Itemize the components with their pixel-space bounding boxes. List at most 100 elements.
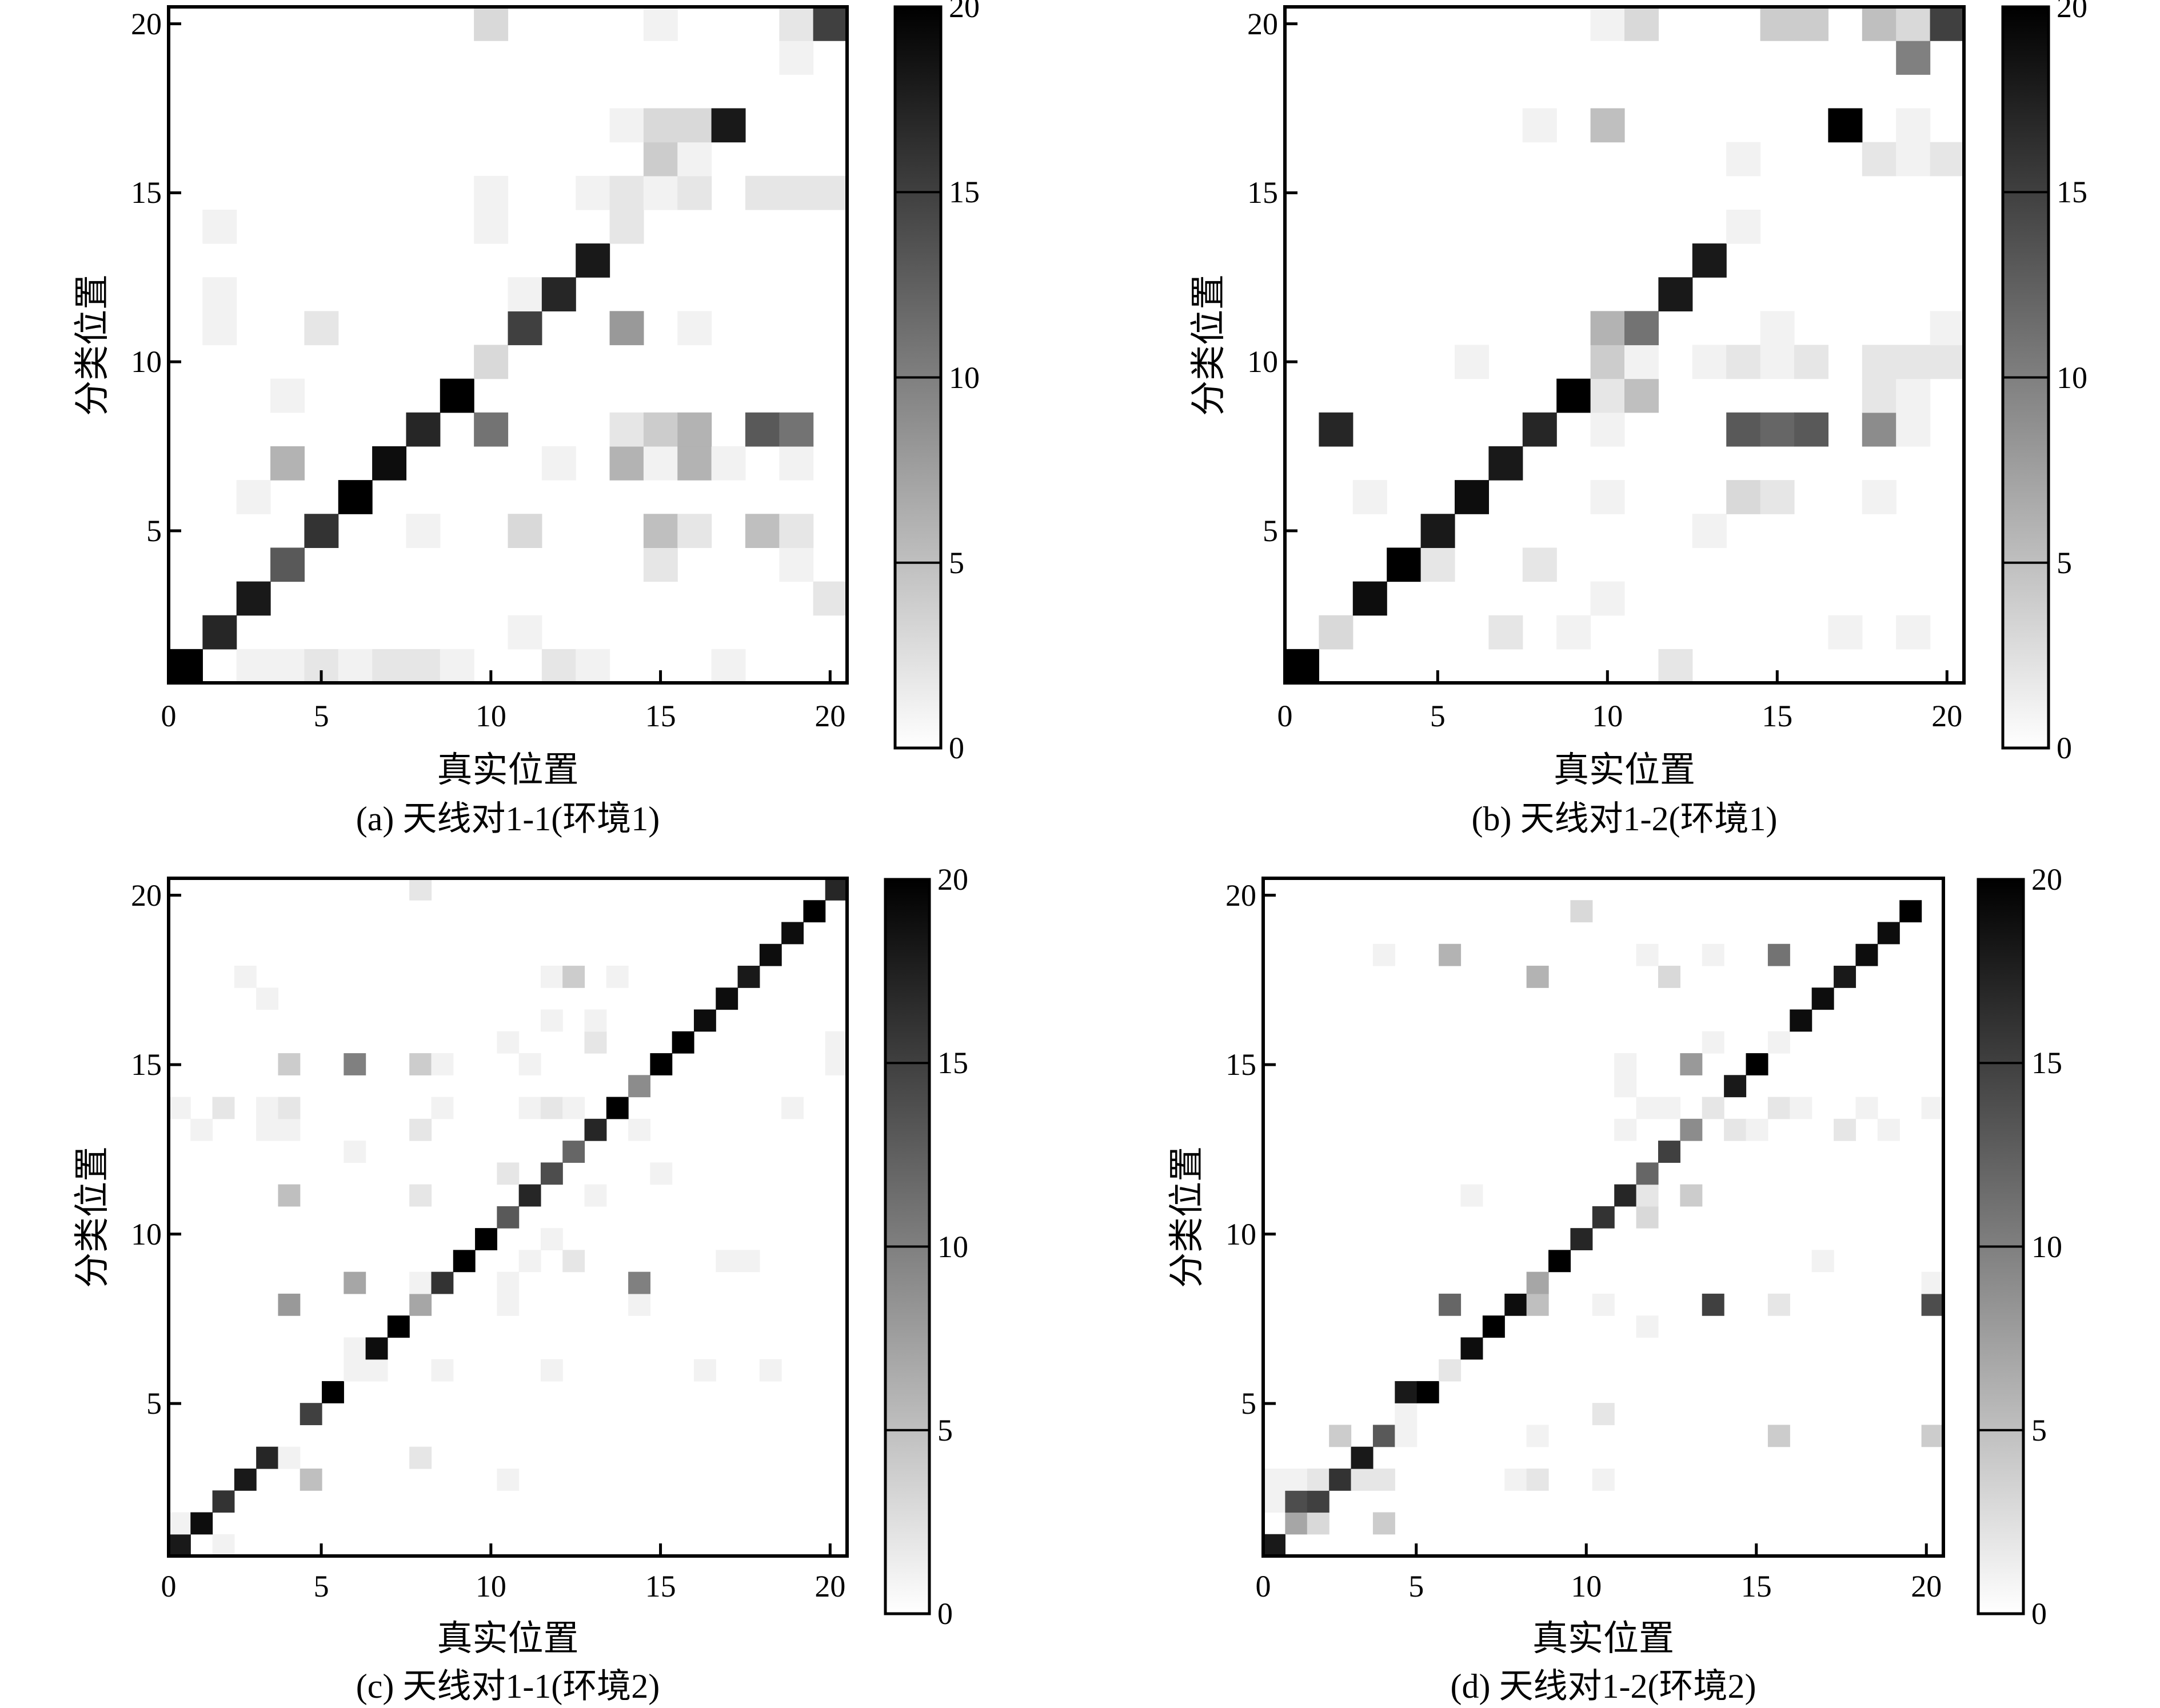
heatmap-cell: [202, 277, 237, 311]
heatmap-cell: [1636, 1315, 1659, 1338]
heatmap-cell: [256, 1097, 279, 1119]
heatmap-cell: [1590, 378, 1625, 413]
heatmap-cell: [1680, 1118, 1703, 1141]
heatmap-cell: [475, 1228, 497, 1250]
heatmap-cell: [365, 1337, 388, 1360]
heatmap-cell: [1692, 345, 1727, 379]
heatmap-cell: [562, 966, 585, 988]
heatmap-cell: [1896, 345, 1931, 379]
colorbar-tick-label: 10: [2031, 1229, 2062, 1264]
heatmap-cell: [628, 1293, 650, 1316]
plot-frame: [1283, 5, 1966, 685]
x-tick-label: 10: [475, 1569, 506, 1603]
y-axis-label: 分类位置: [73, 1146, 112, 1289]
heatmap-cell: [1307, 1512, 1329, 1535]
colorbar-tick-label: 20: [2057, 0, 2087, 24]
heatmap-cell: [169, 1534, 191, 1557]
heatmap-cell: [1522, 412, 1557, 447]
heatmap-cell: [212, 1490, 235, 1513]
heatmap-cell: [1794, 412, 1828, 447]
panel-caption: (b) 天线对1-2(环境1): [1471, 800, 1778, 838]
heatmap-cell: [1896, 7, 1931, 41]
heatmap-cell: [1726, 480, 1761, 514]
heatmap-cell: [779, 7, 814, 41]
colorbar-tick-label: 5: [2057, 545, 2072, 580]
heatmap-cell: [1658, 1097, 1680, 1119]
heatmap-cell: [1592, 1206, 1615, 1229]
heatmap-cell: [344, 1359, 366, 1382]
heatmap-cell: [1285, 1468, 1308, 1491]
heatmap-cell: [1504, 1293, 1527, 1316]
heatmap-cell: [431, 1053, 454, 1075]
heatmap-cell: [628, 1271, 650, 1294]
heatmap-cell: [1930, 311, 1965, 346]
colorbar-tick-label: 20: [2031, 862, 2062, 897]
y-tick-label: 20: [131, 6, 162, 41]
colorbar-tick-label: 5: [949, 545, 964, 580]
heatmap-cell: [236, 581, 271, 616]
heatmap-cell: [518, 1184, 541, 1207]
heatmap-cell: [278, 1184, 301, 1207]
heatmap-cell: [1896, 378, 1931, 413]
colorbar: [2001, 5, 2050, 750]
heatmap-cell: [677, 446, 712, 481]
heatmap-cell: [1590, 480, 1625, 514]
heatmap-cell: [1455, 480, 1489, 514]
heatmap-cell: [474, 345, 509, 379]
heatmap-plot: [1261, 877, 1945, 1558]
panel-caption: (a) 天线对1-1(环境1): [356, 800, 660, 838]
heatmap-cell: [1828, 615, 1863, 650]
heatmap-cell: [672, 1031, 694, 1054]
heatmap-cell: [825, 1053, 848, 1075]
heatmap-cell: [1896, 41, 1931, 75]
x-axis-label: 真实位置: [437, 751, 579, 790]
heatmap-cell: [169, 649, 203, 683]
heatmap-cell: [338, 649, 373, 683]
heatmap-cell: [1455, 345, 1489, 379]
heatmap-cell: [1921, 1425, 1944, 1447]
panel-caption: (d) 天线对1-2(环境2): [1450, 1667, 1756, 1705]
heatmap-cell: [1794, 345, 1828, 379]
heatmap-cell: [540, 1009, 563, 1032]
heatmap-cell: [278, 1446, 301, 1469]
colorbar-tick-label: 5: [2031, 1413, 2047, 1447]
heatmap-cell: [1896, 108, 1931, 143]
heatmap-cell: [270, 547, 305, 582]
heatmap-cell: [1526, 1271, 1549, 1294]
heatmap-cell: [1439, 943, 1462, 966]
colorbar: [1977, 878, 2025, 1615]
heatmap-cell: [1614, 1184, 1637, 1207]
heatmap-cell: [406, 412, 441, 447]
heatmap-cell: [540, 1359, 563, 1382]
heatmap-cell: [1692, 514, 1727, 548]
heatmap-cell: [1614, 1118, 1637, 1141]
heatmap-cell: [1636, 1097, 1659, 1119]
heatmap-cell: [541, 446, 576, 481]
heatmap-cell: [322, 1381, 344, 1403]
heatmap-cell: [716, 987, 738, 1010]
heatmap-cell: [1692, 243, 1727, 278]
heatmap-cell: [236, 649, 271, 683]
heatmap-cell: [474, 412, 509, 447]
heatmap-cell: [576, 243, 610, 278]
heatmap-cell: [1724, 1118, 1747, 1141]
heatmap-cell: [650, 1053, 673, 1075]
heatmap-cell: [1760, 311, 1795, 346]
heatmap-cell: [745, 175, 780, 210]
colorbar-tick-label: 15: [949, 175, 980, 210]
heatmap-cell: [1307, 1468, 1329, 1491]
heatmap-cell: [779, 446, 814, 481]
heatmap-cell: [541, 649, 576, 683]
colorbar-tick-label: 10: [2057, 360, 2087, 395]
heatmap-cell: [409, 1271, 432, 1294]
heatmap-cell: [1702, 1097, 1724, 1119]
heatmap-cell: [497, 1031, 520, 1054]
heatmap-cell: [1636, 1206, 1659, 1229]
heatmap-cell: [1636, 1162, 1659, 1185]
heatmap-cell: [202, 209, 237, 244]
colorbar-tick-label: 15: [2031, 1046, 2062, 1081]
heatmap-cell: [813, 581, 848, 616]
y-tick-label: 15: [1247, 175, 1278, 210]
heatmap-cell: [540, 1097, 563, 1119]
heatmap-cell: [234, 1468, 257, 1491]
